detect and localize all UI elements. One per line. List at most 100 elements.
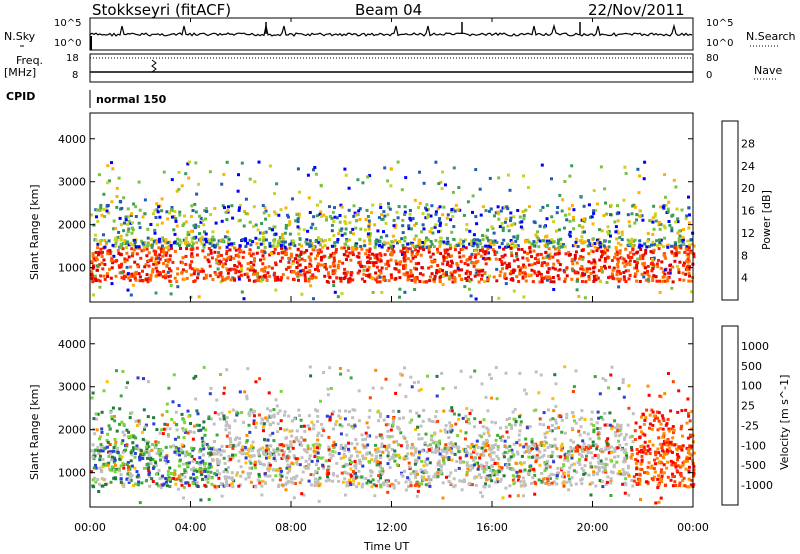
power-panel-echo (155, 241, 159, 245)
velocity-panel-echo (353, 424, 357, 428)
power-panel-echo (145, 278, 149, 282)
power-panel-echo (152, 262, 156, 266)
power-panel-echo (253, 270, 257, 274)
cpid-label: CPID (6, 90, 36, 103)
power-panel-echo (288, 232, 292, 236)
velocity-panel-echo (415, 458, 419, 462)
velocity-panel-echo (379, 454, 383, 458)
velocity-panel-echo (222, 414, 226, 418)
velocity-panel-echo (172, 444, 175, 448)
power-panel-echo (202, 243, 206, 247)
power-panel-echo (102, 192, 106, 196)
power-panel-echo (239, 273, 243, 277)
velocity-panel-echo (543, 469, 547, 473)
power-panel-echo (162, 247, 165, 251)
velocity-panel-echo (302, 438, 306, 442)
velocity-panel-echo (496, 447, 500, 451)
power-panel-echo (439, 221, 442, 225)
power-panel-echo (548, 254, 552, 258)
velocity-panel-echo (267, 464, 271, 468)
power-panel-echo (471, 244, 475, 248)
velocity-panel-echo (665, 441, 669, 445)
power-panel-echo (345, 258, 348, 261)
velocity-panel-echo (614, 430, 617, 434)
power-panel-echo (687, 221, 691, 225)
power-panel-echo (567, 250, 571, 254)
power-panel-echo (587, 277, 591, 281)
velocity-panel-echo (290, 477, 294, 481)
power-panel-echo (661, 205, 665, 209)
velocity-panel-echo (615, 446, 619, 450)
power-panel-echo (581, 256, 585, 260)
power-panel-echo (655, 262, 659, 266)
velocity-panel-echo (511, 410, 515, 414)
power-panel-echo (454, 203, 458, 207)
power-panel-echo (217, 254, 221, 258)
power-panel-echo (555, 252, 559, 256)
velocity-panel-echo (554, 418, 558, 422)
power-panel-echo (342, 271, 346, 275)
velocity-panel-echo (277, 485, 281, 488)
velocity-panel-echo (327, 447, 331, 451)
power-panel-echo (312, 275, 316, 279)
power-panel-echo (204, 276, 208, 280)
velocity-panel-echo (405, 440, 409, 444)
velocity-panel-echo (484, 476, 488, 479)
velocity-panel-echo (666, 460, 670, 464)
velocity-panel-echo (428, 443, 432, 447)
power-panel-echo (551, 240, 555, 244)
power-panel-echo (644, 248, 648, 252)
power-panel-echo (99, 274, 103, 278)
power-panel-echo (474, 168, 478, 172)
power-panel-echo (114, 241, 118, 245)
power-panel-echo (240, 267, 243, 271)
velocity-panel-echo (680, 409, 684, 413)
power-panel-echo (204, 207, 208, 211)
velocity-panel-echo (565, 416, 569, 420)
power-panel-echo (178, 238, 182, 242)
velocity-panel-echo (518, 443, 522, 447)
power-panel-echo (593, 261, 597, 265)
power-panel-echo (646, 231, 650, 235)
power-panel-echo (488, 243, 492, 247)
velocity-panel-echo (152, 422, 156, 426)
power-panel-echo (259, 279, 263, 283)
power-panel-echo (406, 250, 409, 254)
power-panel-echo (217, 239, 221, 243)
velocity-panel-echo (633, 438, 637, 441)
power-panel-echo (588, 267, 592, 271)
velocity-panel-echo (492, 446, 496, 449)
power-panel-echo (628, 224, 632, 228)
power-panel-echo (126, 288, 130, 292)
power-panel-echo (99, 203, 103, 207)
power-panel-echo (106, 252, 110, 256)
power-panel-echo (666, 245, 670, 249)
velocity-panel-echo (389, 428, 393, 432)
power-panel-echo (252, 205, 256, 209)
velocity-panel-echo (383, 444, 386, 448)
power-panel-echo (690, 290, 693, 294)
velocity-panel-echo (685, 485, 689, 489)
power-panel-echo (551, 276, 555, 279)
power-panel-echo (360, 265, 364, 269)
velocity-panel-echo (622, 470, 626, 474)
power-panel-echo (445, 256, 448, 259)
velocity-panel-echo (239, 465, 243, 469)
power-panel-echo (366, 255, 370, 259)
power-panel-echo (426, 213, 430, 217)
velocity-panel-echo (610, 427, 614, 431)
velocity-panel-echo (573, 419, 576, 423)
velocity-panel-echo (676, 410, 680, 414)
power-panel-echo (317, 241, 321, 245)
velocity-panel-echo (688, 452, 692, 456)
velocity-panel-echo (574, 369, 578, 373)
velocity-panel-echo (290, 419, 294, 423)
power-panel-echo (229, 278, 233, 282)
power-panel-echo (131, 228, 135, 232)
power-panel-echo (420, 266, 424, 270)
power-panel-echo (580, 274, 584, 278)
velocity-panel-echo (137, 447, 141, 451)
velocity-panel-echo (552, 460, 556, 464)
velocity-panel-echo (422, 477, 426, 481)
power-panel-echo (112, 219, 116, 223)
